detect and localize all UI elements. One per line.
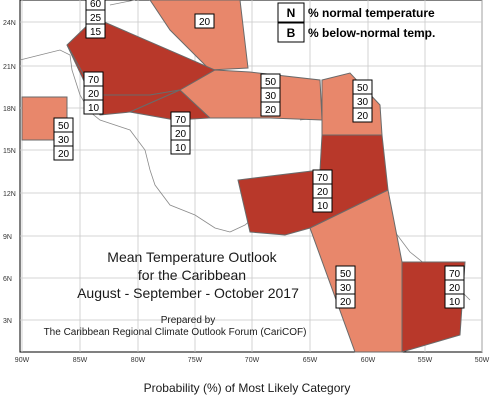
probability-value: 20 bbox=[199, 17, 211, 28]
latitude-ticks: 24N 21N 18N 15N 12N 9N 6N 3N bbox=[3, 20, 16, 325]
label-group-leeward-islands: 50 30 20 bbox=[352, 79, 373, 123]
longitude-tick-label: 80W bbox=[131, 357, 146, 364]
probability-value: 50 bbox=[265, 77, 277, 88]
legend-key-b: B bbox=[287, 26, 296, 40]
label-group-jamaica-caymans: 70 20 10 bbox=[83, 71, 104, 115]
probability-value: 70 bbox=[88, 75, 100, 86]
probability-value: 10 bbox=[88, 103, 100, 114]
central-america-coast bbox=[19, 49, 231, 233]
probability-value: 50 bbox=[357, 83, 369, 94]
probability-value: 15 bbox=[90, 27, 102, 38]
latitude-tick-label: 15N bbox=[3, 148, 16, 155]
probability-value: 30 bbox=[340, 283, 352, 294]
probability-value: 20 bbox=[340, 297, 352, 308]
region-top-partial bbox=[149, 0, 249, 71]
legend-text-b: % below-normal temp. bbox=[308, 26, 435, 40]
probability-value: 20 bbox=[88, 89, 100, 100]
probability-value: 60 bbox=[90, 0, 102, 10]
probability-box bbox=[83, 99, 104, 115]
probability-box bbox=[312, 197, 333, 213]
probability-value: 25 bbox=[90, 13, 102, 24]
label-group-guyana: 50 30 20 bbox=[335, 265, 356, 309]
probability-value: 30 bbox=[58, 135, 70, 146]
label-group-top-partial: 20 bbox=[194, 13, 215, 29]
prepared-line-1: Prepared by bbox=[161, 315, 215, 326]
probability-value: 70 bbox=[175, 115, 187, 126]
latitude-tick-label: 12N bbox=[3, 191, 16, 198]
latitude-tick-label: 9N bbox=[3, 234, 12, 241]
longitude-tick-label: 65W bbox=[303, 357, 318, 364]
label-group-yucatan: 50 30 20 bbox=[53, 117, 74, 161]
region-hispaniola-pr bbox=[179, 69, 323, 121]
probability-value: 20 bbox=[357, 111, 369, 122]
legend-text-n: % normal temperature bbox=[308, 6, 435, 20]
label-group-hispaniola-pr: 50 30 20 bbox=[260, 73, 281, 117]
latitude-tick-label: 21N bbox=[3, 64, 16, 71]
longitude-tick-label: 75W bbox=[188, 357, 203, 364]
longitude-ticks: 90W 85W 80W 75W 70W 65W 60W 55W 50W bbox=[15, 357, 490, 364]
label-group-suriname-fg: 70 20 10 bbox=[444, 265, 465, 309]
probability-box bbox=[170, 139, 191, 155]
probability-value: 20 bbox=[175, 129, 187, 140]
probability-value: 20 bbox=[317, 187, 329, 198]
probability-box bbox=[53, 145, 74, 161]
probability-labels: 2060251570201050302070201050302050302070… bbox=[53, 0, 465, 309]
prepared-line-2: The Caribbean Regional Climate Outlook F… bbox=[44, 327, 307, 338]
probability-value: 30 bbox=[357, 97, 369, 108]
legend-key-box-b bbox=[277, 22, 305, 43]
latitude-tick-label: 3N bbox=[3, 318, 12, 325]
longitude-tick-label: 90W bbox=[15, 357, 30, 364]
longitude-tick-label: 60W bbox=[361, 357, 376, 364]
legend-key-n: N bbox=[287, 6, 296, 20]
label-group-central-caribbean: 70 20 10 bbox=[170, 111, 191, 155]
probability-box bbox=[194, 13, 215, 29]
footer-caption: Probability (%) of Most Likely Category bbox=[144, 381, 351, 395]
probability-value: 30 bbox=[265, 91, 277, 102]
longitude-tick-label: 70W bbox=[245, 357, 260, 364]
probability-box bbox=[335, 293, 356, 309]
latitude-tick-label: 18N bbox=[3, 106, 16, 113]
longitude-tick-label: 50W bbox=[475, 357, 490, 364]
legend-key-box-n bbox=[277, 2, 305, 23]
probability-value: 70 bbox=[449, 269, 461, 280]
label-group-bahamas-cuba: 60 25 15 bbox=[85, 0, 106, 39]
probability-value: 20 bbox=[449, 283, 461, 294]
probability-value: 20 bbox=[58, 149, 70, 160]
legend: N % normal temperature B % below-normal … bbox=[277, 2, 435, 43]
probability-value: 10 bbox=[175, 143, 187, 154]
probability-box bbox=[444, 293, 465, 309]
label-group-windward-islands: 70 20 10 bbox=[312, 169, 333, 213]
probability-box bbox=[352, 107, 373, 123]
latitude-tick-label: 6N bbox=[3, 276, 12, 283]
probability-value: 10 bbox=[317, 201, 329, 212]
probability-value: 50 bbox=[340, 269, 352, 280]
probability-box bbox=[260, 101, 281, 117]
latitude-tick-label: 24N bbox=[3, 20, 16, 27]
longitude-tick-label: 85W bbox=[73, 357, 88, 364]
probability-value: 50 bbox=[58, 121, 70, 132]
longitude-tick-label: 55W bbox=[418, 357, 433, 364]
probability-box bbox=[85, 23, 106, 39]
title-line-1: Mean Temperature Outlook bbox=[107, 249, 277, 265]
title-line-3: August - September - October 2017 bbox=[77, 285, 299, 301]
probability-value: 10 bbox=[449, 297, 461, 308]
title-line-2: for the Caribbean bbox=[138, 267, 246, 283]
probability-value: 20 bbox=[265, 105, 277, 116]
probability-value: 70 bbox=[317, 173, 329, 184]
florida-coast bbox=[109, 0, 136, 6]
